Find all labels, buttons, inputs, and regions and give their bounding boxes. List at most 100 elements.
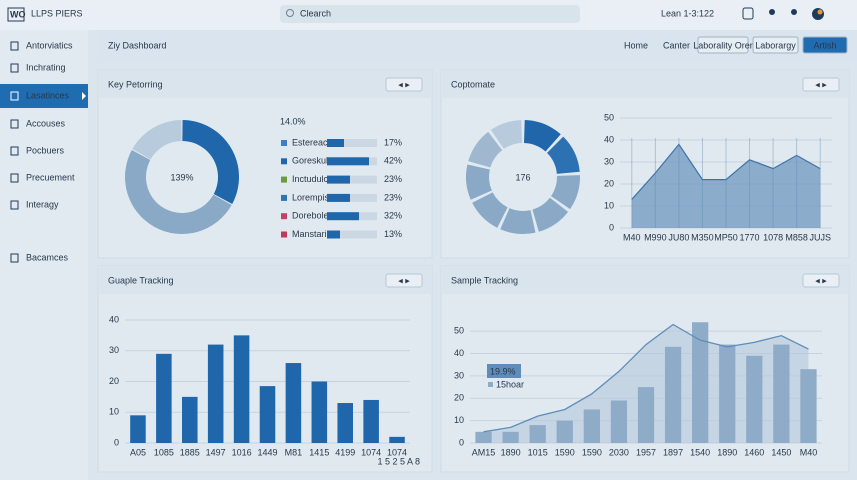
button[interactable] — [697, 36, 749, 54]
button-label[interactable]: Laborality Orer — [693, 40, 753, 50]
pie-slice — [468, 131, 503, 168]
sidebar-icon[interactable] — [10, 146, 19, 156]
breakdown-label: Inctudulc — [292, 174, 329, 184]
sidebar-item[interactable]: Interagy — [26, 199, 59, 209]
button[interactable] — [802, 36, 848, 54]
pie-slice — [182, 120, 240, 204]
bar-track — [327, 175, 377, 184]
bar — [285, 363, 302, 443]
panel-title: Coptomate — [451, 79, 495, 89]
pie-slice — [490, 120, 522, 149]
y-tick-label: 30 — [604, 156, 614, 166]
annotation: 19.9% — [490, 366, 516, 376]
y-tick-label: 50 — [604, 112, 614, 122]
x-tick-label: 1957 — [636, 447, 656, 457]
x-tick-label: M81 — [285, 447, 303, 457]
bar — [156, 353, 172, 443]
search-box[interactable] — [280, 5, 580, 23]
annotation-box — [487, 364, 521, 378]
pie-center-label: 139% — [170, 172, 193, 182]
breakdown-label: Manstarin — [292, 229, 332, 239]
button-label[interactable]: Laborargy — [755, 40, 796, 50]
sidebar-icon[interactable] — [10, 119, 19, 129]
y-tick-label: 30 — [454, 370, 464, 380]
x-tick-label: 1770 — [740, 232, 760, 242]
sidebar-item[interactable]: Pocbuers — [26, 145, 65, 155]
y-tick-label: 40 — [604, 134, 614, 144]
x-tick-label: 1890 — [501, 447, 521, 457]
pie-slice — [532, 197, 569, 232]
breakdown-label: Lorempis — [292, 192, 330, 202]
panel-nav[interactable] — [385, 77, 423, 92]
icon[interactable] — [769, 9, 775, 15]
nav-arrows: ◂ ▸ — [398, 275, 410, 285]
panel-nav[interactable] — [385, 273, 423, 288]
button-label[interactable]: Canter — [663, 40, 690, 50]
sidebar-icon[interactable] — [10, 253, 19, 263]
line — [483, 323, 809, 433]
sidebar-icon[interactable] — [10, 91, 19, 101]
sidebar-icon[interactable] — [10, 173, 19, 183]
button-label[interactable]: Home — [624, 40, 648, 50]
legend-icon — [281, 213, 287, 220]
bar — [337, 403, 353, 443]
pie-slice — [500, 208, 536, 235]
x-tick-label: 1074 — [387, 447, 407, 457]
sidebar-item[interactable]: Precuement — [26, 172, 75, 182]
x-tick-label: 1540 — [690, 447, 710, 457]
user-label: Lean 1-3:122 — [661, 8, 714, 18]
bar — [363, 399, 379, 443]
icon[interactable] — [791, 9, 797, 15]
legend-label: 15hoar — [496, 379, 524, 389]
page-title: Ziy Dashboard — [108, 40, 167, 50]
x-tick-label: 1074 — [361, 447, 381, 457]
bar — [664, 346, 682, 443]
sidebar-icon[interactable] — [10, 200, 19, 210]
bar — [719, 344, 736, 443]
y-tick-label: 30 — [109, 345, 119, 355]
y-tick-label: 0 — [459, 437, 464, 447]
breakdown-value: 23% — [384, 174, 402, 184]
legend-icon — [281, 140, 287, 146]
pie-center-label: 176 — [515, 172, 530, 182]
button[interactable] — [752, 36, 799, 54]
footnote: 1 5 2 5 A 8 — [377, 456, 420, 466]
x-tick-label: 1897 — [663, 447, 683, 457]
logo-box — [7, 7, 25, 22]
panel-nav[interactable] — [802, 77, 840, 92]
bar — [637, 387, 655, 443]
x-tick-label: 4199 — [335, 447, 355, 457]
panel-header — [441, 266, 849, 294]
x-tick-label: 1016 — [232, 447, 252, 457]
sidebar-icon[interactable] — [10, 41, 19, 51]
pie-slice — [551, 175, 580, 210]
sidebar-icon[interactable] — [10, 63, 19, 73]
avatar[interactable] — [812, 8, 824, 20]
legend-icon — [281, 194, 287, 201]
x-tick-label: 1885 — [180, 447, 200, 457]
logo: WO — [10, 9, 26, 19]
x-tick-label: M858 — [785, 232, 808, 242]
breakdown-label: Estereacts — [292, 137, 335, 147]
x-tick-label: 1497 — [206, 447, 226, 457]
breakdown-value: 23% — [384, 192, 402, 202]
bar-track — [327, 230, 377, 239]
bar — [610, 400, 628, 443]
button-label[interactable]: Artish — [813, 40, 836, 50]
sidebar-item[interactable]: Accouses — [26, 118, 66, 128]
sidebar-item[interactable]: Bacamces — [26, 252, 69, 262]
sidebar-item[interactable]: Inchrating — [26, 62, 66, 72]
icon[interactable] — [742, 7, 754, 20]
sidebar-item[interactable]: Lasatinces — [26, 90, 70, 100]
y-tick-label: 20 — [604, 178, 614, 188]
nav-arrows: ◂ ▸ — [398, 79, 410, 89]
panel-nav[interactable] — [802, 273, 840, 288]
bar — [130, 415, 146, 443]
panel-header — [441, 70, 849, 98]
sidebar-item[interactable]: Antorviatics — [26, 40, 73, 50]
breakdown-bar — [327, 175, 350, 184]
nav-arrows: ◂ ▸ — [815, 79, 827, 89]
bar — [182, 396, 198, 443]
